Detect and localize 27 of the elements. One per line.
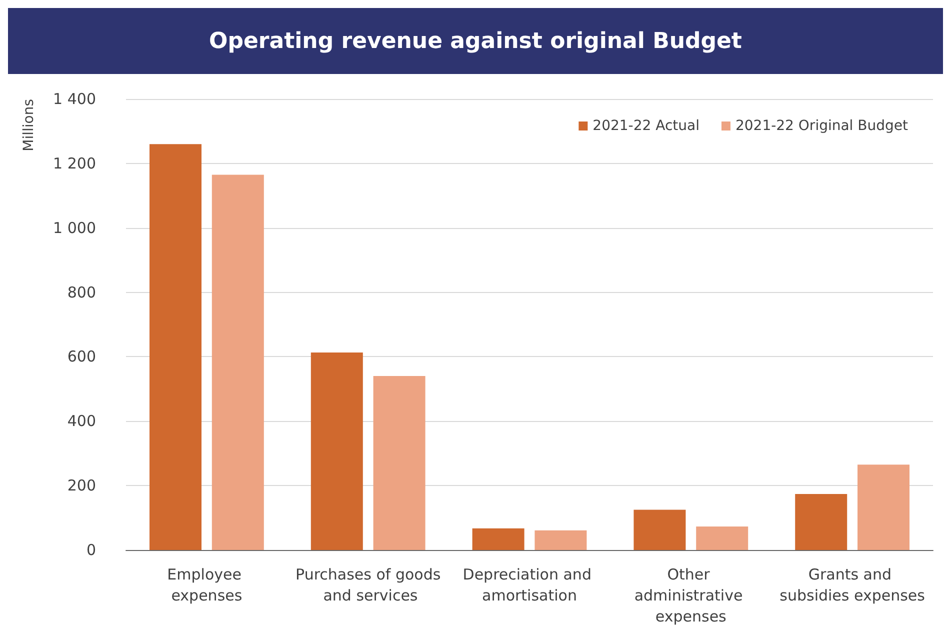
y-tick-label: 400: [67, 412, 96, 430]
x-tick-label: Employee expenses: [167, 566, 246, 604]
legend-label: 2021-22 Actual: [592, 118, 700, 134]
y-tick-label: 1 400: [53, 90, 96, 108]
bar: [634, 510, 686, 550]
x-tick-label: Grants and subsidies expenses: [780, 566, 926, 604]
x-tick-label: Other administrative expenses: [634, 566, 748, 626]
bar: [150, 144, 202, 550]
y-tick-label: 0: [86, 541, 96, 559]
bar: [534, 530, 587, 550]
x-tick-label: Purchases of goods and services: [296, 566, 441, 604]
x-tick-label: Depreciation and amortisation: [462, 566, 596, 604]
y-tick-label: 200: [67, 476, 96, 495]
bar: [472, 528, 524, 550]
legend-label: 2021-22 Original Budget: [735, 118, 909, 134]
bar: [858, 464, 910, 550]
y-axis-title: Millions: [21, 98, 37, 152]
chart-title: Operating revenue against original Budget: [8, 8, 943, 74]
bar: [212, 174, 264, 550]
bar: [696, 526, 748, 550]
bar: [373, 376, 426, 550]
y-tick-label: 600: [67, 348, 96, 366]
bar: [310, 352, 363, 550]
bar: [795, 494, 848, 550]
y-tick-label: 1 000: [53, 218, 96, 237]
y-tick-label: 1 200: [53, 154, 96, 172]
y-tick-label: 800: [67, 283, 96, 302]
